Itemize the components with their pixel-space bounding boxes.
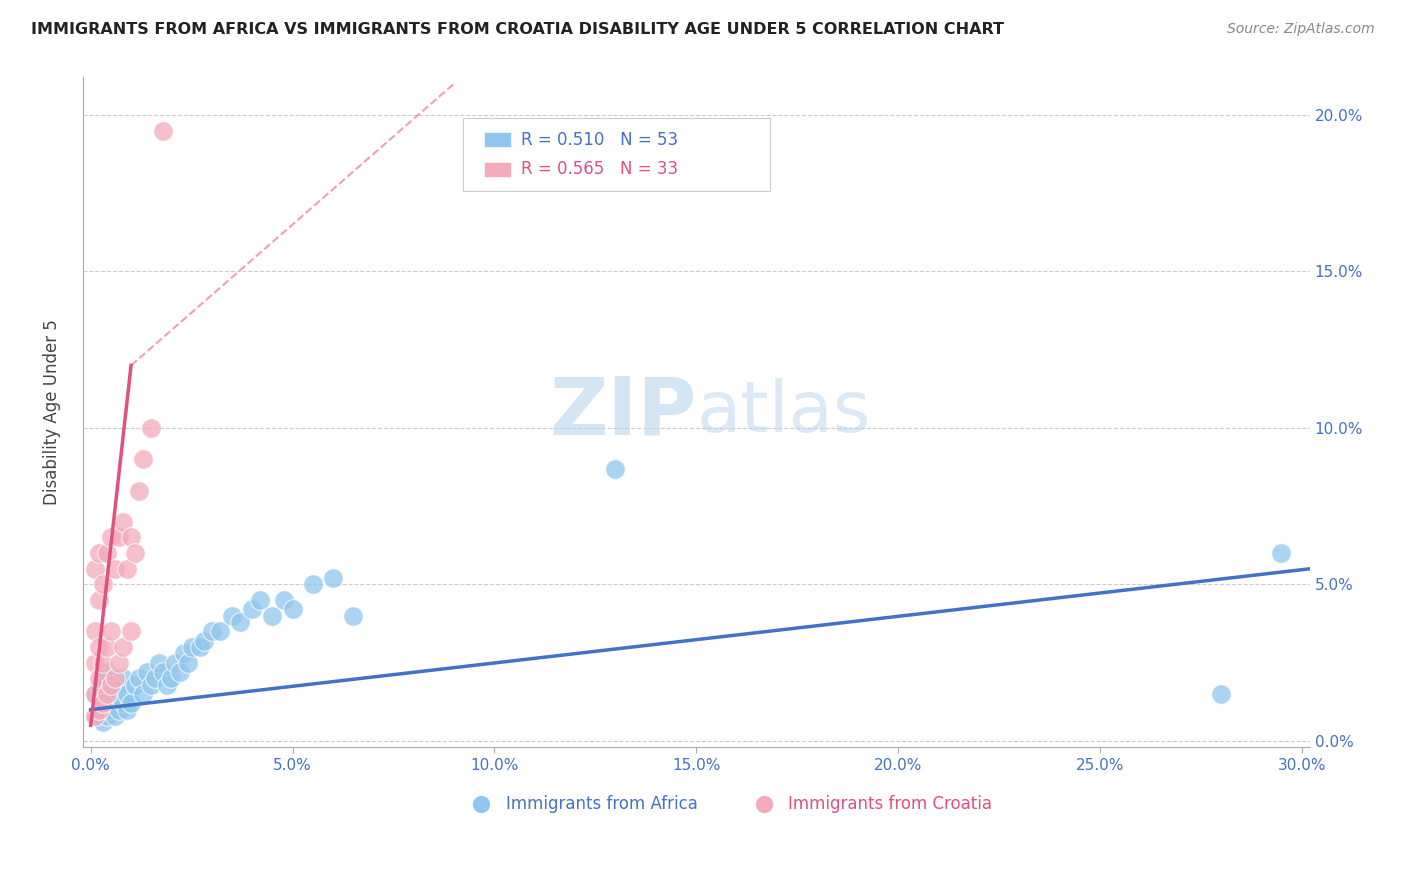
Text: ZIP: ZIP xyxy=(548,374,696,451)
Point xyxy=(108,703,131,717)
Point xyxy=(83,562,105,576)
Point xyxy=(100,624,122,639)
Point xyxy=(124,546,146,560)
Point xyxy=(83,687,105,701)
Point xyxy=(100,677,122,691)
Point xyxy=(111,515,134,529)
Point xyxy=(87,703,110,717)
Point xyxy=(141,421,163,435)
Point xyxy=(152,665,174,679)
Point xyxy=(96,640,118,654)
Point xyxy=(96,687,118,701)
Point xyxy=(91,697,114,711)
Point xyxy=(115,703,138,717)
FancyBboxPatch shape xyxy=(484,132,510,147)
Point xyxy=(176,656,198,670)
Point xyxy=(91,577,114,591)
Point xyxy=(229,615,252,629)
Point xyxy=(111,640,134,654)
Point xyxy=(173,646,195,660)
Point xyxy=(322,571,344,585)
Point xyxy=(165,656,187,670)
Point xyxy=(115,562,138,576)
Point xyxy=(87,640,110,654)
Text: Immigrants from Africa: Immigrants from Africa xyxy=(506,795,697,814)
Text: Immigrants from Croatia: Immigrants from Croatia xyxy=(789,795,993,814)
Point xyxy=(120,531,142,545)
Point xyxy=(104,562,127,576)
Point xyxy=(96,709,118,723)
Point xyxy=(152,123,174,137)
Text: R = 0.510   N = 53: R = 0.510 N = 53 xyxy=(520,131,678,149)
Point xyxy=(96,687,118,701)
Point xyxy=(160,671,183,685)
Point xyxy=(104,687,127,701)
Point xyxy=(143,671,166,685)
Point xyxy=(104,671,127,685)
Point xyxy=(91,656,114,670)
Point xyxy=(156,677,179,691)
Point xyxy=(100,531,122,545)
Y-axis label: Disability Age Under 5: Disability Age Under 5 xyxy=(44,319,60,505)
Point xyxy=(249,593,271,607)
Point xyxy=(100,677,122,691)
Point xyxy=(87,671,110,685)
Point xyxy=(169,665,191,679)
Point xyxy=(91,715,114,730)
Point xyxy=(128,671,150,685)
Point xyxy=(1209,687,1232,701)
Point xyxy=(136,665,159,679)
Point xyxy=(193,633,215,648)
Point xyxy=(115,687,138,701)
Point xyxy=(180,640,202,654)
Text: Source: ZipAtlas.com: Source: ZipAtlas.com xyxy=(1227,22,1375,37)
Point xyxy=(83,709,105,723)
Point xyxy=(273,593,295,607)
Point xyxy=(83,687,105,701)
Point xyxy=(100,703,122,717)
Point xyxy=(605,461,627,475)
Point xyxy=(87,593,110,607)
FancyBboxPatch shape xyxy=(484,161,510,177)
Point xyxy=(120,624,142,639)
Point xyxy=(83,656,105,670)
Point xyxy=(128,483,150,498)
Point xyxy=(96,665,118,679)
Point xyxy=(262,608,284,623)
Point xyxy=(124,677,146,691)
Point xyxy=(108,656,131,670)
Point xyxy=(1270,546,1292,560)
Point xyxy=(96,546,118,560)
Point xyxy=(83,709,105,723)
Point xyxy=(108,531,131,545)
FancyBboxPatch shape xyxy=(463,118,769,191)
Point xyxy=(87,703,110,717)
Point xyxy=(111,671,134,685)
Point xyxy=(132,687,155,701)
Point xyxy=(104,709,127,723)
Text: IMMIGRANTS FROM AFRICA VS IMMIGRANTS FROM CROATIA DISABILITY AGE UNDER 5 CORRELA: IMMIGRANTS FROM AFRICA VS IMMIGRANTS FRO… xyxy=(31,22,1004,37)
Point xyxy=(141,677,163,691)
Text: atlas: atlas xyxy=(696,378,870,447)
Point xyxy=(208,624,231,639)
Point xyxy=(188,640,211,654)
Point xyxy=(91,671,114,685)
Point xyxy=(87,546,110,560)
Point xyxy=(108,677,131,691)
Point xyxy=(301,577,323,591)
Point xyxy=(221,608,243,623)
Point xyxy=(132,452,155,467)
Point xyxy=(281,602,304,616)
Point xyxy=(201,624,224,639)
Point xyxy=(148,656,170,670)
Point xyxy=(240,602,263,616)
Point xyxy=(111,697,134,711)
Point xyxy=(120,697,142,711)
Text: R = 0.565   N = 33: R = 0.565 N = 33 xyxy=(520,161,678,178)
Point xyxy=(87,677,110,691)
Point xyxy=(83,624,105,639)
Point xyxy=(342,608,364,623)
Point xyxy=(91,697,114,711)
